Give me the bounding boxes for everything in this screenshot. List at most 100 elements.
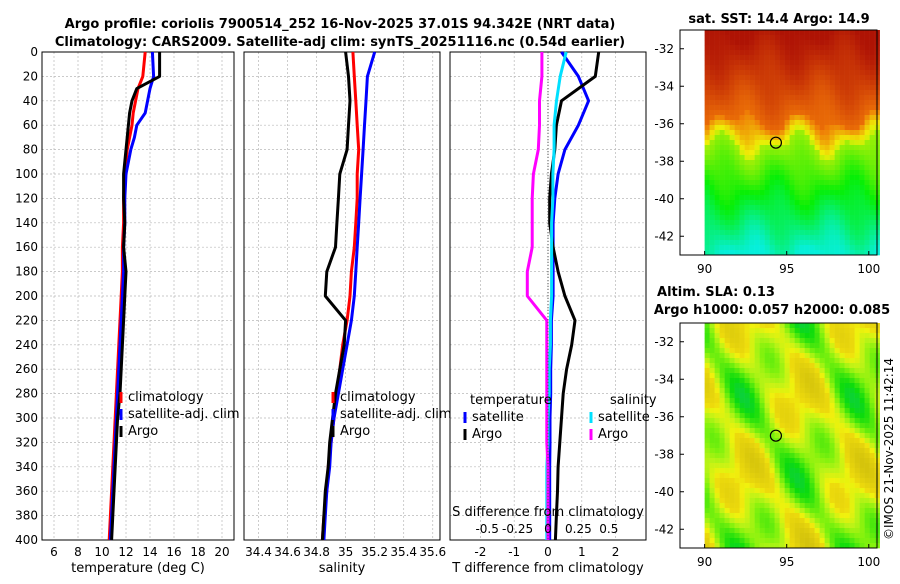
map-pixel — [789, 343, 795, 349]
map-pixel — [849, 85, 855, 91]
map-pixel — [764, 353, 770, 359]
map-pixel — [849, 513, 855, 519]
map-pixel — [774, 130, 780, 136]
map-pixel — [839, 65, 845, 71]
map-pixel — [799, 135, 805, 141]
map-pixel — [764, 418, 770, 424]
map-pixel — [849, 418, 855, 424]
map-pixel — [784, 185, 790, 191]
map-pixel — [854, 428, 860, 434]
map-pixel — [864, 185, 870, 191]
map-pixel — [849, 175, 855, 181]
map-pixel — [779, 353, 785, 359]
map-pixel — [799, 170, 805, 176]
map-pixel — [814, 403, 820, 409]
map-pixel — [829, 468, 835, 474]
map-pixel — [754, 235, 760, 241]
map-pixel — [844, 185, 850, 191]
map-pixel — [844, 85, 850, 91]
map-pixel — [784, 363, 790, 369]
map-pixel — [714, 468, 720, 474]
map-pixel — [719, 85, 725, 91]
map-pixel — [719, 363, 725, 369]
map-pixel — [824, 523, 830, 529]
map-pixel — [864, 363, 870, 369]
map-pixel — [789, 245, 795, 251]
map-pixel — [784, 543, 790, 549]
map-pixel — [814, 80, 820, 86]
map-pixel — [864, 543, 870, 549]
map-pixel — [769, 378, 775, 384]
map-pixel — [719, 105, 725, 111]
map-pixel — [704, 498, 710, 504]
map-pixel — [729, 378, 735, 384]
map-pixel — [839, 90, 845, 96]
map-pixel — [864, 215, 870, 221]
map-pixel — [854, 433, 860, 439]
map-pixel — [824, 155, 830, 161]
map-pixel — [764, 65, 770, 71]
map-pixel — [789, 30, 795, 36]
map-pixel — [759, 498, 765, 504]
map-pixel — [869, 438, 875, 444]
map-pixel — [794, 378, 800, 384]
map-pixel — [734, 403, 740, 409]
map-pixel — [864, 200, 870, 206]
map-pixel — [784, 100, 790, 106]
map-pixel — [734, 240, 740, 246]
map-pixel — [704, 160, 710, 166]
map-pixel — [829, 418, 835, 424]
map-pixel — [869, 433, 875, 439]
map-pixel — [759, 323, 765, 329]
map-pixel — [744, 448, 750, 454]
map-pixel — [759, 110, 765, 116]
map-pixel — [729, 185, 735, 191]
map-pixel — [739, 443, 745, 449]
map-pixel — [739, 368, 745, 374]
map-pixel — [714, 383, 720, 389]
map-pixel — [779, 40, 785, 46]
map-pixel — [769, 55, 775, 61]
map-pixel — [839, 463, 845, 469]
map-pixel — [804, 35, 810, 41]
map-pixel — [764, 195, 770, 201]
map-pixel — [779, 448, 785, 454]
map-pixel — [739, 90, 745, 96]
map-pixel — [734, 418, 740, 424]
map-pixel — [764, 438, 770, 444]
map-pixel — [734, 35, 740, 41]
map-pixel — [739, 423, 745, 429]
map-pixel — [769, 408, 775, 414]
map-pixel — [779, 130, 785, 136]
map-pixel — [754, 90, 760, 96]
map-pixel — [859, 538, 865, 544]
map-pixel — [824, 413, 830, 419]
map-pixel — [854, 448, 860, 454]
map-pixel — [809, 463, 815, 469]
map-pixel — [739, 110, 745, 116]
map-pixel — [764, 363, 770, 369]
map-pixel — [774, 240, 780, 246]
map-pixel — [719, 235, 725, 241]
map-pixel — [749, 165, 755, 171]
map-pixel — [749, 30, 755, 36]
map-pixel — [724, 368, 730, 374]
map-pixel — [854, 220, 860, 226]
map-pixel — [839, 488, 845, 494]
map-pixel — [754, 250, 760, 256]
map-pixel — [759, 488, 765, 494]
map-pixel — [844, 195, 850, 201]
map-pixel — [859, 503, 865, 509]
map-pixel — [734, 185, 740, 191]
map-pixel — [844, 478, 850, 484]
plot-frame — [41, 51, 235, 541]
map-pixel — [799, 508, 805, 514]
map-pixel — [714, 473, 720, 479]
map-pixel — [849, 60, 855, 66]
map-pixel — [854, 343, 860, 349]
map-pixel — [844, 498, 850, 504]
map-pixel — [734, 210, 740, 216]
map-pixel — [744, 523, 750, 529]
map-pixel — [734, 463, 740, 469]
map-pixel — [859, 55, 865, 61]
